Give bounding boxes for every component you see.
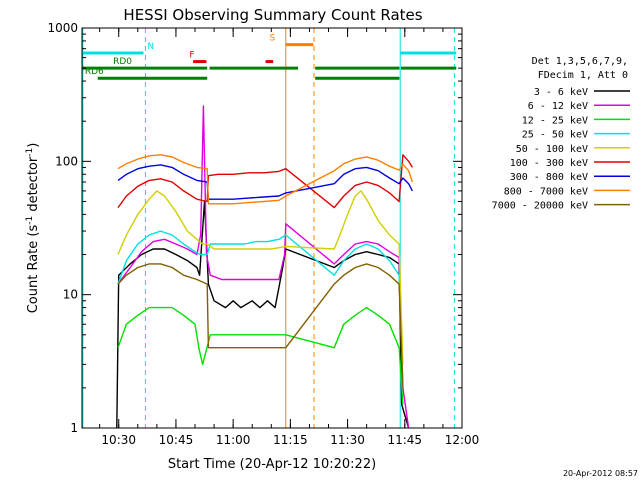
x-axis-label: Start Time (20-Apr-12 10:20:22)	[168, 457, 376, 472]
y-tick-label: 1000	[47, 21, 78, 35]
flag-s-label: S	[269, 34, 275, 44]
flag-rd0-label: RD0	[113, 57, 132, 67]
y-tick-label: 10	[63, 288, 78, 302]
y-axis-label: Count Rate (s-1 detector-1)	[25, 143, 41, 314]
series-line-800-7000-kev	[117, 154, 414, 205]
legend-label-3-6-kev: 3 - 6 keV	[534, 87, 588, 98]
series-line-3-6-kev	[116, 200, 410, 429]
x-axis-ticks: 10:30 10:45 11:00 11:15 11:30 11:45 12:00	[99, 28, 480, 447]
y-tick-label: 1	[70, 421, 78, 435]
x-tick-label: 10:45	[159, 433, 194, 447]
series-line-6-12-kev	[117, 105, 410, 429]
legend-label-25-50-kev: 25 - 50 keV	[522, 130, 588, 141]
status-flags: N RD0 RD6 F S	[82, 34, 457, 80]
series-line-300-800-kev	[117, 164, 414, 200]
series-lines	[116, 105, 414, 429]
flag-rd6-label: RD6	[85, 67, 104, 77]
legend-label-12-25-kev: 12 - 25 keV	[522, 115, 588, 126]
series-line-25-50-kev	[117, 230, 404, 388]
series-line-100-300-kev	[117, 154, 413, 209]
series-line-12-25-kev	[117, 306, 404, 405]
x-tick-label: 11:15	[273, 433, 308, 447]
legend-label-800-7000-kev: 800 - 7000 keV	[504, 186, 588, 197]
chart-title: HESSI Observing Summary Count Rates	[123, 6, 422, 24]
legend-label-50-100-kev: 50 - 100 keV	[516, 144, 588, 155]
legend-label-6-12-kev: 6 - 12 keV	[528, 101, 588, 112]
legend-label-100-300-kev: 100 - 300 keV	[510, 158, 588, 169]
y-tick-label: 100	[55, 154, 78, 168]
legend-header-line2: FDecim 1, Att 0	[538, 70, 628, 81]
y-axis-ticks: 1 10 100 1000	[47, 21, 462, 435]
plot-frame	[81, 27, 463, 429]
timestamp: 20-Apr-2012 08:57	[563, 469, 638, 478]
legend-label-300-800-kev: 300 - 800 keV	[510, 172, 588, 183]
legend-header-line1: Det 1,3,5,6,7,9,	[532, 56, 628, 67]
series-line-50-100-kev	[117, 190, 404, 365]
legend: Det 1,3,5,6,7,9, FDecim 1, Att 0 3 - 6 k…	[492, 56, 630, 212]
x-tick-label: 10:30	[101, 433, 136, 447]
flag-f-label: F	[189, 51, 194, 61]
x-tick-label: 11:00	[216, 433, 251, 447]
x-tick-label: 11:45	[387, 433, 422, 447]
x-tick-label: 11:30	[330, 433, 365, 447]
flag-n-label: N	[147, 42, 154, 52]
series-line-7000-20000-kev	[117, 263, 404, 388]
x-tick-label: 12:00	[445, 433, 480, 447]
legend-label-7000-20000-kev: 7000 - 20000 keV	[492, 201, 588, 212]
